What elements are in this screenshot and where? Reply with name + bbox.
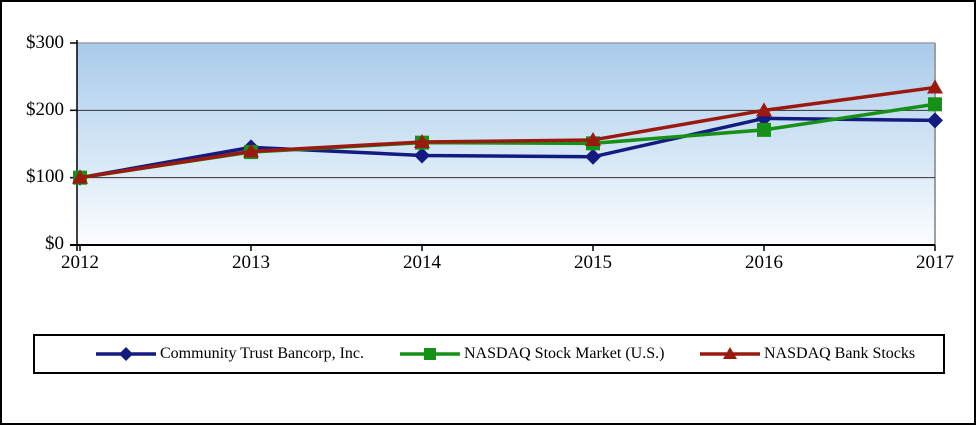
legend-item: NASDAQ Stock Market (U.S.) [399, 336, 664, 372]
y-axis-label: $100 [26, 166, 64, 187]
square-line-icon [400, 348, 460, 360]
legend-label: Community Trust Bancorp, Inc. [160, 345, 365, 362]
y-axis-label: $0 [45, 233, 64, 254]
x-axis-label: 2016 [745, 252, 783, 273]
y-axis-label: $200 [26, 99, 64, 120]
legend: Community Trust Bancorp, Inc. NASDAQ Sto… [33, 334, 945, 374]
legend-label: NASDAQ Stock Market (U.S.) [464, 345, 665, 362]
legend-label: NASDAQ Bank Stocks [764, 345, 916, 362]
performance-chart-plot [70, 40, 943, 251]
diamond-line-icon [96, 347, 156, 361]
x-axis-label: 2013 [232, 252, 270, 273]
legend-item: Community Trust Bancorp, Inc. [95, 336, 364, 372]
triangle-line-icon [700, 347, 760, 359]
x-axis-label: 2012 [61, 252, 99, 273]
legend-item: NASDAQ Bank Stocks [699, 336, 915, 372]
x-axis-label: 2015 [574, 252, 612, 273]
x-axis-label: 2017 [916, 252, 954, 273]
y-axis-label: $300 [26, 32, 64, 53]
x-axis-label: 2014 [403, 252, 441, 273]
